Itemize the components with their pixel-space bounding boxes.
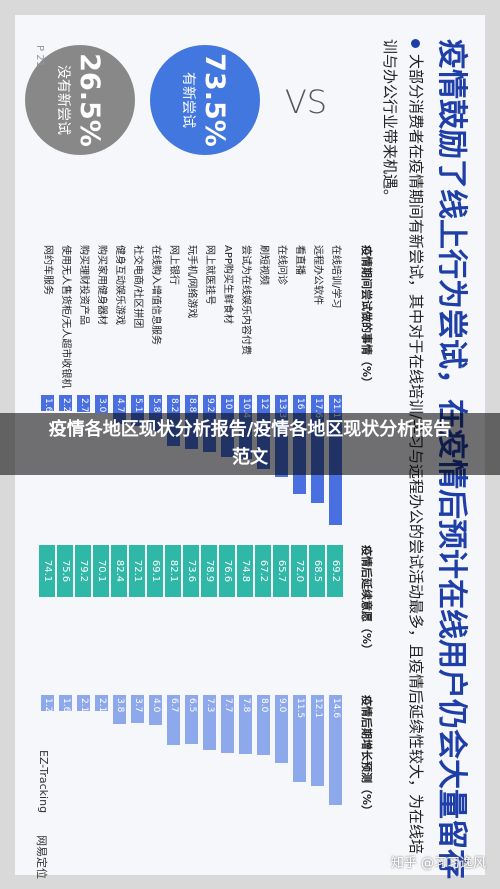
banner-text: 疫情各地区现状分析报告/疫情各地区现状分析报告范文 xyxy=(48,419,452,468)
table-row: 社交电商/社区拼团 5.1 72.1 3.7 xyxy=(127,245,147,845)
category-label: 健身互动娱乐游戏 xyxy=(114,245,125,325)
continue-value: 65.7 xyxy=(273,545,289,597)
continue-value: 82.4 xyxy=(111,545,127,597)
tried-value: 9.2 xyxy=(205,398,215,413)
tried-label: 有新尝试 xyxy=(180,72,197,128)
continue-value: 73.6 xyxy=(183,545,199,597)
growth-value: 8.0 xyxy=(259,698,269,713)
category-label: 购买家用健身器材 xyxy=(96,245,107,325)
table-row: 在线问诊 13.3 65.7 9.0 xyxy=(271,245,291,845)
table-row: 购买家用健身器材 3.0 70.1 2.1 xyxy=(91,245,111,845)
growth-value: 9.0 xyxy=(277,698,287,713)
tried-value: 10 xyxy=(223,398,233,410)
tried-circle: 73.5% 有新尝试 xyxy=(150,45,260,155)
table-row: 刷短视频 12 67.2 8.0 xyxy=(253,245,273,845)
category-label: 网上就医挂号 xyxy=(204,245,215,305)
continue-value: 68.5 xyxy=(309,545,325,597)
table-row: 网上就医挂号 9.2 78.9 7.3 xyxy=(199,245,219,845)
growth-value: 11.5 xyxy=(295,698,305,719)
table-row: 健身互动娱乐游戏 4.7 82.4 3.8 xyxy=(109,245,129,845)
continue-value: 69.2 xyxy=(327,545,343,597)
continue-value: 74.8 xyxy=(237,545,253,597)
category-label: 看直播 xyxy=(294,245,305,275)
tried-value: 12 xyxy=(259,398,269,410)
growth-value: 2.1 xyxy=(97,698,107,713)
table-row: 购买理财投资产品 2.7 79.2 2.1 xyxy=(73,245,93,845)
continue-value: 76.6 xyxy=(219,545,235,597)
category-label: 网约车服务 xyxy=(42,245,53,295)
continue-value: 82.1 xyxy=(165,545,181,597)
tried-value: 5.1 xyxy=(133,398,143,413)
growth-value: 3.7 xyxy=(133,698,143,713)
tried-value: 8.2 xyxy=(169,398,179,413)
category-label: 社交电商/社区拼团 xyxy=(132,245,143,329)
vs-label: VS xyxy=(284,83,328,122)
title-banner: 疫情各地区现状分析报告/疫情各地区现状分析报告范文 xyxy=(0,413,500,475)
continue-value: 69.1 xyxy=(147,545,163,597)
not-tried-percent: 26.5% xyxy=(74,53,106,147)
category-label: 在线培训/学习 xyxy=(330,245,341,309)
column-header-continue: 疫情后延续意愿（%） xyxy=(360,545,373,656)
bullet-icon xyxy=(411,39,420,48)
category-label: 刷短视频 xyxy=(258,245,269,285)
continue-value: 78.9 xyxy=(201,545,217,597)
table-row: 尝试为在线娱乐内容付费 10.4 74.8 7.8 xyxy=(235,245,255,845)
category-label: 在线问诊 xyxy=(276,245,287,285)
tried-value: 5.8 xyxy=(151,398,161,413)
growth-value: 2.1 xyxy=(79,698,89,713)
category-label: 玩手机/网络游戏 xyxy=(186,245,197,319)
tried-percent: 73.5% xyxy=(199,53,231,147)
ez-tracking-logo: EZ-Tracking xyxy=(37,750,50,814)
growth-value: 3.8 xyxy=(115,698,125,713)
tried-value: 2.7 xyxy=(79,398,89,413)
growth-value: 7.8 xyxy=(241,698,251,713)
tried-value: 2.2 xyxy=(61,398,71,413)
table-row: 使用无人售货柜/无人超市收银机 2.2 75.6 1.6 xyxy=(55,245,75,845)
tried-value: 8.8 xyxy=(187,398,197,413)
column-header-growth: 疫情后期增长预测（%） xyxy=(360,695,373,817)
continue-value: 74.1 xyxy=(39,545,55,597)
company-logo: 网易定位 xyxy=(35,835,48,879)
growth-value: 6.5 xyxy=(187,698,197,713)
table-row: 在线购入增值信息服务 5.8 69.1 4.0 xyxy=(145,245,165,845)
category-label: 网上银行 xyxy=(168,245,179,285)
watermark: 知乎 @习习逸风 xyxy=(390,856,486,871)
chart: 在线培训/学习 21.1 69.2 14.6 远程办公软件 17.6 68.5 12.1 看直播… xyxy=(25,245,345,845)
tried-value: 1.6 xyxy=(43,398,53,413)
tried-value: 16 xyxy=(295,398,305,410)
growth-value: 1.6 xyxy=(61,698,71,713)
continue-value: 67.2 xyxy=(255,545,271,597)
page-number: P 21 xyxy=(34,45,45,67)
tried-value: 4.7 xyxy=(115,398,125,413)
continue-value: 70.1 xyxy=(93,545,109,597)
category-label: 在线购入增值信息服务 xyxy=(150,245,161,345)
table-row: 远程办公软件 17.6 68.5 12.1 xyxy=(307,245,327,845)
not-tried-label: 没有新尝试 xyxy=(55,65,72,135)
continue-value: 72.1 xyxy=(129,545,145,597)
table-row: 看直播 16 72.0 11.5 xyxy=(289,245,309,845)
table-row: 网上银行 8.2 82.1 6.7 xyxy=(163,245,183,845)
growth-value: 1.2 xyxy=(43,698,53,713)
growth-value: 6.7 xyxy=(169,698,179,713)
category-label: 远程办公软件 xyxy=(312,245,323,305)
growth-value: 4.0 xyxy=(151,698,161,713)
category-label: APP购买生鲜食材 xyxy=(222,245,233,324)
column-header-tried: 疫情期间尝试做的事情（%） xyxy=(360,245,373,389)
category-label: 使用无人售货柜/无人超市收银机 xyxy=(60,245,71,389)
table-row: 玩手机/网络游戏 8.8 73.6 6.5 xyxy=(181,245,201,845)
growth-value: 14.6 xyxy=(331,698,341,719)
continue-value: 72.0 xyxy=(291,545,307,597)
tried-value: 3.0 xyxy=(97,398,107,413)
category-label: 购买理财投资产品 xyxy=(78,245,89,325)
continue-value: 79.2 xyxy=(75,545,91,597)
growth-value: 7.3 xyxy=(205,698,215,713)
table-row: APP购买生鲜食材 10 76.6 7.7 xyxy=(217,245,237,845)
category-label: 尝试为在线娱乐内容付费 xyxy=(240,245,251,355)
growth-value: 7.7 xyxy=(223,698,233,713)
growth-value: 12.1 xyxy=(313,698,323,719)
continue-value: 75.6 xyxy=(57,545,73,597)
table-row: 在线培训/学习 21.1 69.2 14.6 xyxy=(325,245,345,845)
